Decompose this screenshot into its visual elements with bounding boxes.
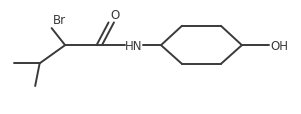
Text: Br: Br [53,14,66,27]
Text: OH: OH [270,39,288,52]
Text: HN: HN [125,39,143,52]
Text: O: O [110,9,119,22]
